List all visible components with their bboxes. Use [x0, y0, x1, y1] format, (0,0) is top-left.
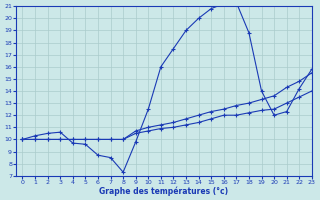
X-axis label: Graphe des températures (°c): Graphe des températures (°c)	[100, 186, 228, 196]
